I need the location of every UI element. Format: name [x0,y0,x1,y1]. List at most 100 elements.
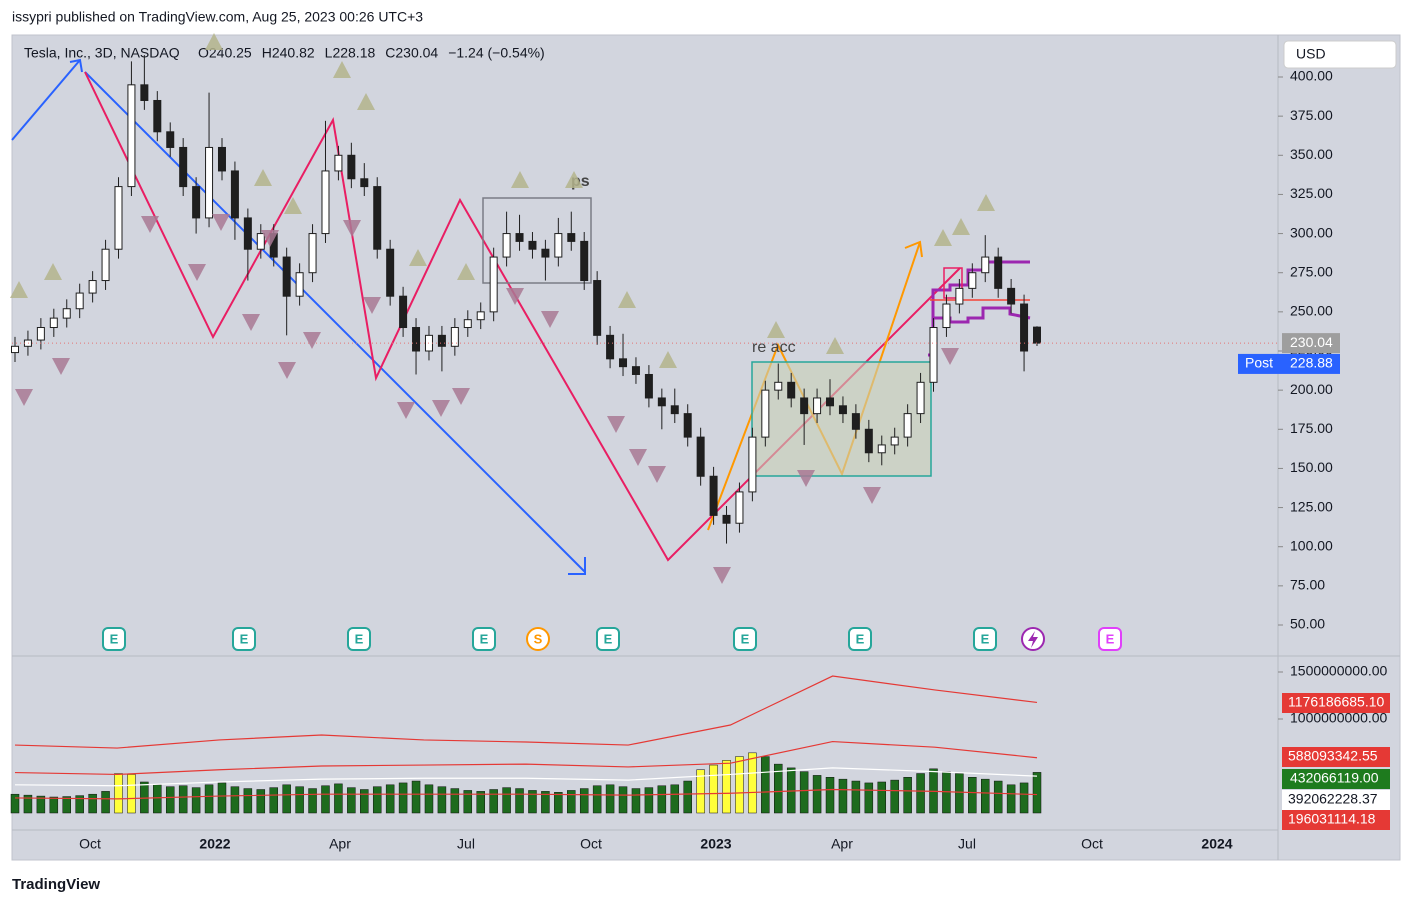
candle-body [515,233,524,242]
candle-body [567,233,576,242]
x-tick-label: Oct [580,836,602,852]
signal-up [333,61,351,78]
event-icon [596,627,620,651]
candle-body [554,233,563,258]
candle-body [153,99,162,133]
signal-down [242,314,260,331]
candle-body [179,146,188,188]
annotation: re acc [752,339,796,356]
volume-tag [1282,769,1390,789]
candle-body [787,381,796,399]
signal-down [607,416,625,433]
volume-bar [204,784,214,814]
candle-body [644,373,653,399]
volume-bar [567,790,576,814]
x-tick-label: Apr [831,836,853,852]
volume-bar [993,780,1003,814]
volume-bar [476,791,485,814]
trend-line [11,59,81,141]
candle-body [1033,326,1041,344]
volume-bar [890,779,899,814]
volume-bar [463,790,473,814]
volume-bar [75,795,84,814]
candle-body [981,256,990,274]
signal-up [511,171,529,188]
candle-body [386,248,395,297]
volume-tag-label: 1176186685.10 [1288,694,1384,710]
x-tick-label: Jul [457,836,475,852]
x-tick-label: 2022 [199,836,230,852]
signal-up [205,33,223,50]
candle-body [321,170,330,235]
candle-body [463,319,472,329]
volume-bar [696,769,705,814]
candle-body [942,303,951,329]
volume-bar [282,784,291,814]
volume-bar [502,787,511,814]
event-label: E [355,631,364,646]
volume-bar [178,785,188,814]
y-tick-label: 300.00 [1290,224,1333,240]
candle-body [916,381,925,415]
candle-body [800,397,809,415]
candle-body [166,131,175,148]
candle-body [476,311,485,321]
box [482,197,592,284]
candle-body [709,475,718,516]
signal-up [934,229,952,246]
volume-bar [372,786,382,814]
volume-bar [101,791,110,814]
candle-body [968,272,977,289]
volume-bar [644,787,654,814]
post-label: 228.88 [1290,355,1333,371]
event-label: E [480,631,489,646]
volume-bar [411,780,421,814]
volume-band [14,788,1038,800]
candle-body [593,280,602,336]
event-icon [232,627,256,651]
volume-bar [295,786,304,814]
volume-tag [1282,747,1390,767]
volume-bar [127,774,136,814]
volume-tag-label: 196031114.18 [1288,811,1376,827]
volume-band [14,675,1038,749]
volume-bar [657,785,667,814]
candle-body [360,178,369,188]
signal-up [952,218,970,235]
volume-bar [955,773,964,814]
currency-button[interactable] [1283,40,1397,69]
event-icon [472,627,496,651]
volume-bar [321,785,330,814]
y-tick-label: 200.00 [1290,381,1333,397]
volume-bar [541,791,550,814]
candle-body [437,334,446,347]
event-icon [1098,627,1122,651]
candle-body [877,444,886,454]
event-label: E [240,631,249,646]
volume-bar [774,763,783,814]
signal-down [541,311,559,328]
candle-body [606,334,615,360]
volume-bar [838,778,848,814]
y-tick-label: 350.00 [1290,146,1333,162]
candle-body [631,366,640,375]
event-label: E [856,631,865,646]
candle-body [696,436,705,477]
signal-down [188,264,206,281]
volume-bar [528,790,537,814]
y-tick-label: 50.00 [1290,616,1325,632]
candle-body [929,327,938,383]
x-tick-label: Apr [329,836,351,852]
box [751,361,932,477]
currency: USD [1296,46,1326,62]
y-tick-label: 100.00 [1290,537,1333,553]
candle-body [11,345,19,354]
volume-bar [592,785,602,814]
event-icon [102,627,126,651]
candle-body [761,389,770,438]
y-tick-label: 325.00 [1290,185,1333,201]
volume-bar [709,764,718,814]
candle-body [256,233,265,250]
